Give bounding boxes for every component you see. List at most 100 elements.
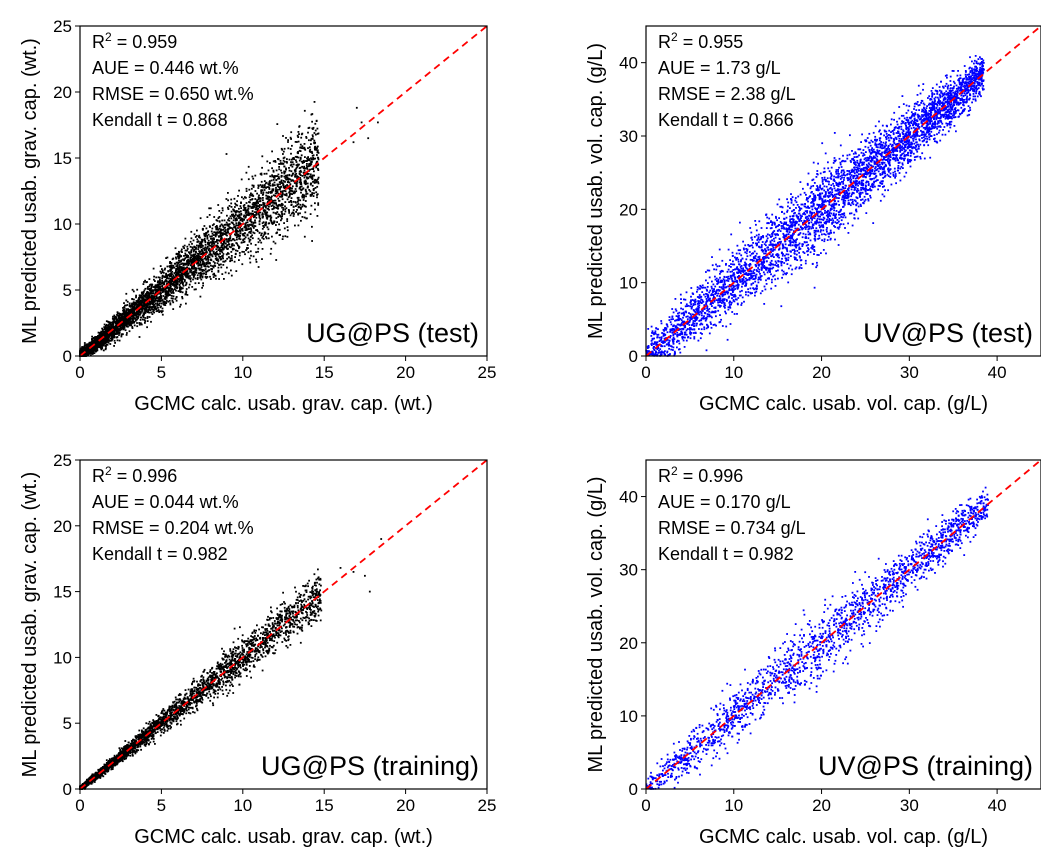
scatter-point bbox=[153, 300, 156, 303]
scatter-point bbox=[131, 303, 134, 306]
scatter-point bbox=[222, 225, 225, 228]
scatter-point bbox=[176, 267, 179, 270]
scatter-point bbox=[266, 195, 269, 198]
scatter-point bbox=[250, 230, 253, 232]
scatter-point bbox=[272, 189, 274, 192]
scatter-point bbox=[279, 215, 281, 217]
scatter-point bbox=[209, 252, 212, 255]
scatter-point bbox=[283, 227, 286, 230]
scatter-point bbox=[151, 313, 154, 315]
scatter-point bbox=[265, 223, 267, 225]
scatter-point bbox=[275, 187, 277, 189]
scatter-point bbox=[94, 336, 96, 338]
scatter-point bbox=[201, 249, 204, 252]
scatter-point bbox=[257, 213, 260, 216]
scatter-point bbox=[169, 261, 171, 263]
scatter-point bbox=[280, 179, 283, 182]
scatter-point bbox=[230, 269, 232, 272]
scatter-point bbox=[109, 333, 112, 336]
scatter-point bbox=[274, 161, 277, 163]
scatter-point bbox=[121, 325, 123, 327]
scatter-point bbox=[298, 163, 300, 166]
scatter-point bbox=[166, 277, 168, 280]
scatter-point bbox=[295, 211, 297, 213]
scatter-point bbox=[297, 140, 300, 143]
scatter-point bbox=[292, 179, 294, 182]
scatter-point bbox=[176, 280, 179, 283]
scatter-point bbox=[281, 206, 283, 209]
scatter-point bbox=[192, 270, 195, 273]
scatter-point bbox=[297, 156, 300, 159]
scatter-point bbox=[152, 303, 154, 305]
scatter-point bbox=[247, 178, 250, 181]
scatter-point bbox=[136, 322, 138, 324]
scatter-point bbox=[300, 147, 303, 149]
scatter-point bbox=[111, 326, 114, 329]
scatter-point bbox=[207, 239, 210, 242]
scatter-point bbox=[128, 321, 130, 324]
scatter-point bbox=[91, 342, 93, 344]
scatter-point bbox=[158, 295, 161, 298]
scatter-point bbox=[101, 332, 104, 335]
scatter-point bbox=[261, 258, 263, 260]
scatter-point bbox=[194, 282, 197, 285]
scatter-point bbox=[203, 247, 206, 250]
scatter-point bbox=[225, 233, 227, 236]
scatter-point bbox=[172, 291, 174, 294]
scatter-point bbox=[203, 264, 206, 267]
scatter-point bbox=[175, 270, 177, 272]
scatter-point bbox=[192, 250, 195, 252]
scatter-point bbox=[113, 314, 116, 317]
scatter-point bbox=[162, 271, 165, 274]
scatter-point bbox=[300, 185, 303, 188]
scatter-point bbox=[176, 277, 179, 280]
scatter-point bbox=[221, 229, 223, 231]
scatter-point bbox=[175, 256, 177, 259]
scatter-point bbox=[303, 216, 306, 219]
scatter-point bbox=[274, 202, 276, 204]
scatter-point bbox=[213, 243, 216, 245]
scatter-point bbox=[164, 304, 167, 306]
scatter-point bbox=[242, 205, 245, 207]
scatter-point bbox=[299, 212, 301, 215]
scatter-point bbox=[268, 182, 271, 185]
scatter-point bbox=[158, 304, 161, 307]
scatter-point bbox=[194, 253, 197, 256]
scatter-point bbox=[248, 223, 251, 226]
scatter-point bbox=[260, 190, 263, 193]
scatter-point bbox=[312, 126, 315, 129]
scatter-point bbox=[238, 235, 241, 238]
scatter-point bbox=[216, 253, 219, 255]
scatter-point bbox=[131, 319, 134, 322]
scatter-point bbox=[217, 258, 219, 261]
scatter-point bbox=[238, 189, 240, 192]
scatter-point bbox=[316, 215, 319, 217]
scatter-point bbox=[192, 259, 195, 262]
scatter-point bbox=[284, 170, 287, 173]
scatter-point bbox=[106, 343, 109, 346]
scatter-point bbox=[304, 148, 307, 151]
scatter-point bbox=[262, 225, 265, 227]
scatter-point bbox=[234, 252, 237, 255]
scatter-point bbox=[98, 337, 101, 339]
scatter-point bbox=[274, 206, 277, 209]
scatter-point bbox=[257, 250, 259, 253]
scatter-point bbox=[163, 302, 165, 304]
scatter-point bbox=[222, 248, 225, 251]
scatter-point bbox=[174, 247, 177, 250]
scatter-point bbox=[116, 329, 119, 332]
scatter-point bbox=[102, 329, 104, 331]
scatter-point bbox=[212, 273, 215, 276]
scatter-point bbox=[212, 245, 215, 247]
scatter-point bbox=[274, 199, 277, 202]
scatter-point bbox=[164, 275, 167, 278]
scatter-point bbox=[268, 186, 271, 189]
scatter-point bbox=[120, 333, 123, 336]
scatter-point bbox=[279, 186, 281, 189]
scatter-point bbox=[215, 259, 218, 261]
scatter-point bbox=[310, 194, 312, 197]
scatter-point bbox=[157, 299, 160, 302]
scatter-point bbox=[203, 225, 206, 227]
scatter-point bbox=[181, 269, 183, 272]
scatter-point bbox=[105, 337, 108, 339]
